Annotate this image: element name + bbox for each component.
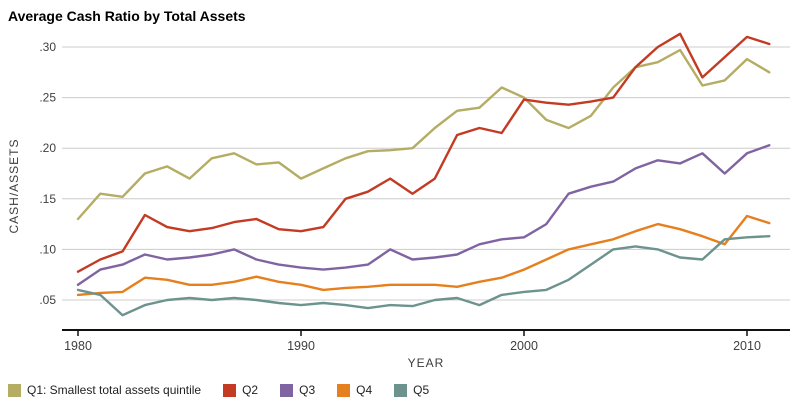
page-title: Average Cash Ratio by Total Assets (8, 8, 246, 24)
y-axis-title: CASH/ASSETS (7, 138, 21, 234)
x-tick-label: 2000 (510, 339, 538, 353)
legend-swatch-q1 (8, 383, 21, 397)
y-tick-label: .15 (39, 192, 56, 206)
y-tick-label: .05 (39, 293, 56, 307)
legend-item-q5: Q5 (394, 383, 429, 397)
legend-label-q2: Q2 (242, 383, 259, 397)
legend-label-q1: Q1: Smallest total assets quintile (27, 383, 202, 397)
y-tick-label: .10 (39, 242, 56, 256)
legend-swatch-q3 (280, 383, 294, 397)
legend-label-q4: Q4 (356, 383, 373, 397)
series-line-q2 (76, 32, 771, 273)
legend-swatch-q4 (337, 383, 351, 397)
legend-swatch-q2 (223, 383, 237, 397)
legend-item-q4: Q4 (337, 383, 372, 397)
legend-label-q5: Q5 (413, 383, 430, 397)
series-line-q3 (76, 143, 771, 286)
legend-label-q3: Q3 (299, 383, 316, 397)
x-axis-title: YEAR (407, 356, 445, 370)
chart-legend: Q1: Smallest total assets quintile Q2 Q3 Q4… (8, 383, 429, 397)
legend-item-q3: Q3 (280, 383, 315, 397)
legend-item-q2: Q2 (223, 383, 258, 397)
x-tick-label: 2010 (733, 339, 761, 353)
x-tick-label: 1980 (64, 339, 92, 353)
series-line-q5 (76, 234, 771, 317)
y-tick-label: .30 (39, 40, 56, 54)
legend-item-q1: Q1: Smallest total assets quintile (8, 383, 201, 397)
series-line-q1 (76, 48, 771, 221)
y-tick-label: .20 (39, 141, 56, 155)
series-line-q4 (76, 214, 771, 297)
y-tick-label: .25 (39, 91, 56, 105)
x-tick-label: 1990 (287, 339, 315, 353)
legend-swatch-q5 (394, 383, 408, 397)
